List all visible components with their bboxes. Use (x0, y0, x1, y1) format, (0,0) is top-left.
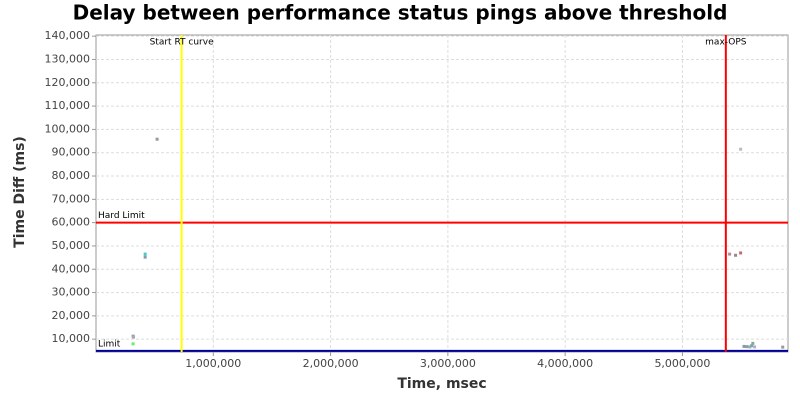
chart-title: Delay between performance status pings a… (73, 1, 728, 25)
point (742, 344, 746, 348)
y-tick-label: 50,000 (52, 239, 91, 252)
x-tick-label: 1,000,000 (185, 357, 241, 370)
y-tick-label: 110,000 (45, 99, 91, 112)
reference-label: Hard Limit (98, 211, 145, 221)
y-tick-label: 30,000 (52, 286, 91, 299)
plot-area (95, 34, 789, 353)
y-tick-label: 140,000 (45, 29, 91, 42)
y-axis-label: Time Diff (ms) (12, 136, 28, 248)
point (751, 341, 755, 345)
x-tick-label: 2,000,000 (303, 357, 359, 370)
reference-label: Limit (98, 339, 121, 349)
x-tick-label: 5,000,000 (654, 357, 710, 370)
point (728, 252, 732, 256)
y-tick-label: 90,000 (52, 146, 91, 159)
y-tick-label: 130,000 (45, 52, 91, 65)
point (750, 344, 754, 348)
point (143, 252, 147, 256)
y-tick-label: 60,000 (52, 216, 91, 229)
y-tick-label: 40,000 (52, 262, 91, 275)
point (131, 342, 135, 346)
y-tick-label: 100,000 (45, 122, 91, 135)
point (143, 255, 147, 259)
reference-label: max-OPS (705, 38, 747, 48)
reference-label: Start RT curve (150, 38, 214, 48)
point (734, 253, 738, 257)
y-tick-label: 70,000 (52, 192, 91, 205)
point (739, 147, 743, 151)
point (739, 251, 743, 255)
point (155, 137, 159, 141)
point (753, 345, 757, 349)
x-tick-label: 4,000,000 (537, 357, 593, 370)
point (781, 345, 785, 349)
point (745, 345, 749, 349)
y-tick-label: 10,000 (52, 332, 91, 345)
x-tick-label: 3,000,000 (420, 357, 476, 370)
y-tick-label: 80,000 (52, 169, 91, 182)
point (748, 345, 752, 349)
y-tick-label: 20,000 (52, 309, 91, 322)
x-axis-label: Time, msec (397, 376, 486, 392)
point (132, 335, 136, 339)
y-tick-label: 120,000 (45, 76, 91, 89)
